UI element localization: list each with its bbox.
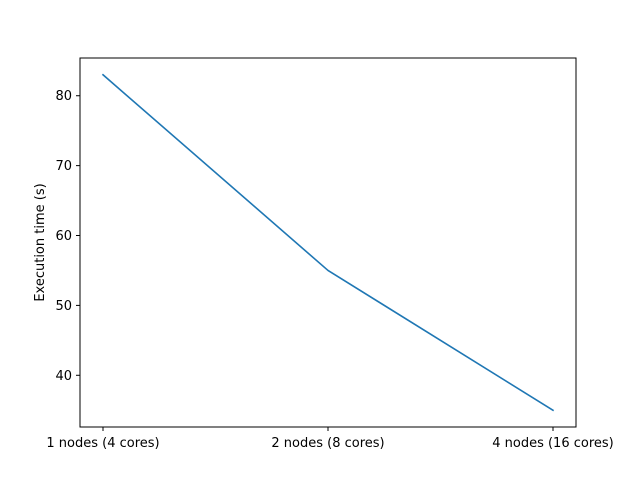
y-tick-label: 60 (55, 229, 72, 244)
y-tick-label: 80 (55, 89, 72, 104)
y-axis-ticks: 40 50 60 70 80 (55, 89, 80, 384)
x-axis-ticks: 1 nodes (4 cores) 2 nodes (8 cores) 4 node… (46, 427, 614, 451)
y-tick-label: 40 (55, 369, 72, 384)
plot-layer (101, 73, 555, 412)
x-tick-label: 2 nodes (8 cores) (271, 436, 384, 451)
x-tick-label: 4 nodes (16 cores) (492, 436, 614, 451)
series-line (101, 73, 555, 412)
axes-frame (79, 57, 577, 428)
y-tick-label: 50 (55, 299, 72, 314)
y-tick-label: 70 (55, 159, 72, 174)
y-axis-label: Execution time (s) (33, 183, 48, 301)
x-tick-label: 1 nodes (4 cores) (46, 436, 159, 451)
